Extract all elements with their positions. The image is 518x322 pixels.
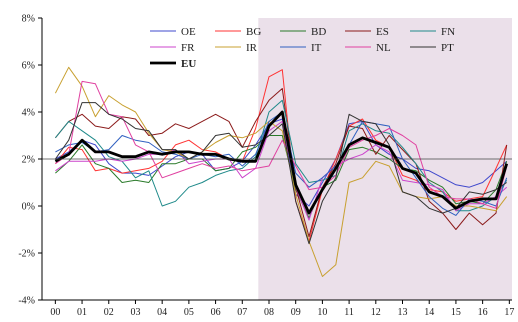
x-tick-label: 17 (504, 307, 514, 318)
x-tick-label: 07 (237, 307, 247, 318)
legend-label-fn: FN (441, 26, 455, 38)
series-line-fn (55, 99, 508, 212)
x-tick-label: 09 (291, 307, 301, 318)
series-line-ir (54, 66, 508, 277)
series-line-eu (54, 110, 509, 215)
legend: OE BG BD ES FN FR IR IT NL PT EU (150, 26, 455, 70)
y-tick-label: 4% (22, 108, 35, 119)
series-line-nl (55, 80, 508, 209)
y-tick-label: -4% (18, 296, 35, 307)
legend-label-fr: FR (181, 42, 195, 54)
x-ticks: 00 01 02 03 04 05 06 07 08 09 10 11 12 13 14 15 16 17 (50, 300, 514, 318)
legend-label-es: ES (376, 26, 389, 38)
legend-label-pt: PT (441, 42, 454, 54)
series-line-es (55, 88, 508, 238)
series-line-pt (54, 102, 507, 245)
y-tick-label: -2% (18, 249, 35, 260)
y-ticks: -4% -2% 0% 2% 4% 6% 8% (18, 14, 42, 307)
y-tick-label: 0% (22, 202, 35, 213)
y-tick-label: 2% (22, 155, 35, 166)
series-line-bd (55, 135, 508, 219)
x-tick-label: 03 (130, 307, 140, 318)
legend-label-bd: BD (311, 26, 326, 38)
x-tick-label: 05 (184, 307, 194, 318)
x-tick-label: 02 (104, 307, 114, 318)
x-tick-label: 14 (424, 307, 434, 318)
series-layer (54, 66, 509, 277)
x-tick-label: 00 (50, 307, 60, 318)
legend-label-ir: IR (246, 42, 258, 54)
x-tick-label: 13 (398, 307, 408, 318)
x-tick-label: 10 (317, 307, 327, 318)
legend-label-it: IT (311, 42, 322, 54)
legend-label-eu: EU (181, 58, 196, 70)
x-tick-label: 12 (371, 307, 381, 318)
legend-label-oe: OE (181, 26, 196, 38)
x-tick-label: 16 (478, 307, 488, 318)
x-tick-label: 08 (264, 307, 274, 318)
x-tick-label: 04 (157, 307, 167, 318)
y-tick-label: 8% (22, 14, 35, 25)
legend-label-nl: NL (376, 42, 391, 54)
series-line-fr (55, 120, 508, 221)
y-tick-label: 6% (22, 61, 35, 72)
x-tick-label: 11 (344, 307, 354, 318)
x-tick-label: 01 (77, 307, 87, 318)
legend-label-bg: BG (246, 26, 261, 38)
x-tick-label: 15 (451, 307, 461, 318)
x-tick-label: 06 (211, 307, 221, 318)
